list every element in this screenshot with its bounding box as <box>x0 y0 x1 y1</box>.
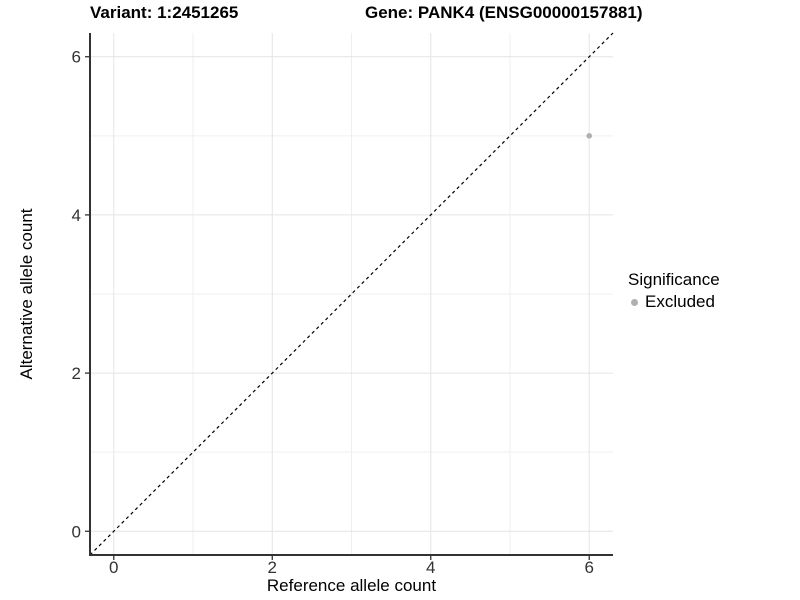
x-axis-title: Reference allele count <box>266 576 437 595</box>
plot-title-gene: Gene: PANK4 (ENSG00000157881) <box>365 3 643 22</box>
legend-title: Significance <box>628 270 720 289</box>
axis-lines <box>89 33 613 556</box>
y-tick-label: 0 <box>72 522 81 541</box>
plot-title-variant: Variant: 1:2451265 <box>90 3 239 22</box>
x-tick-label: 6 <box>584 558 593 577</box>
legend-entry-excluded: Excluded <box>628 292 720 312</box>
y-tick-label: 2 <box>72 364 81 383</box>
legend-entry-label: Excluded <box>645 292 715 311</box>
y-axis-title: Alternative allele count <box>17 208 36 380</box>
x-tick-label: 2 <box>268 558 277 577</box>
y-tick-label: 6 <box>72 48 81 67</box>
legend: Significance Excluded <box>628 270 720 312</box>
x-tick-label: 4 <box>426 558 435 577</box>
legend-key-dot-icon <box>631 298 638 306</box>
identity-line <box>89 32 614 556</box>
x-tick-label: 0 <box>109 558 118 577</box>
y-tick-label: 4 <box>72 206 81 225</box>
data-point <box>586 133 593 139</box>
